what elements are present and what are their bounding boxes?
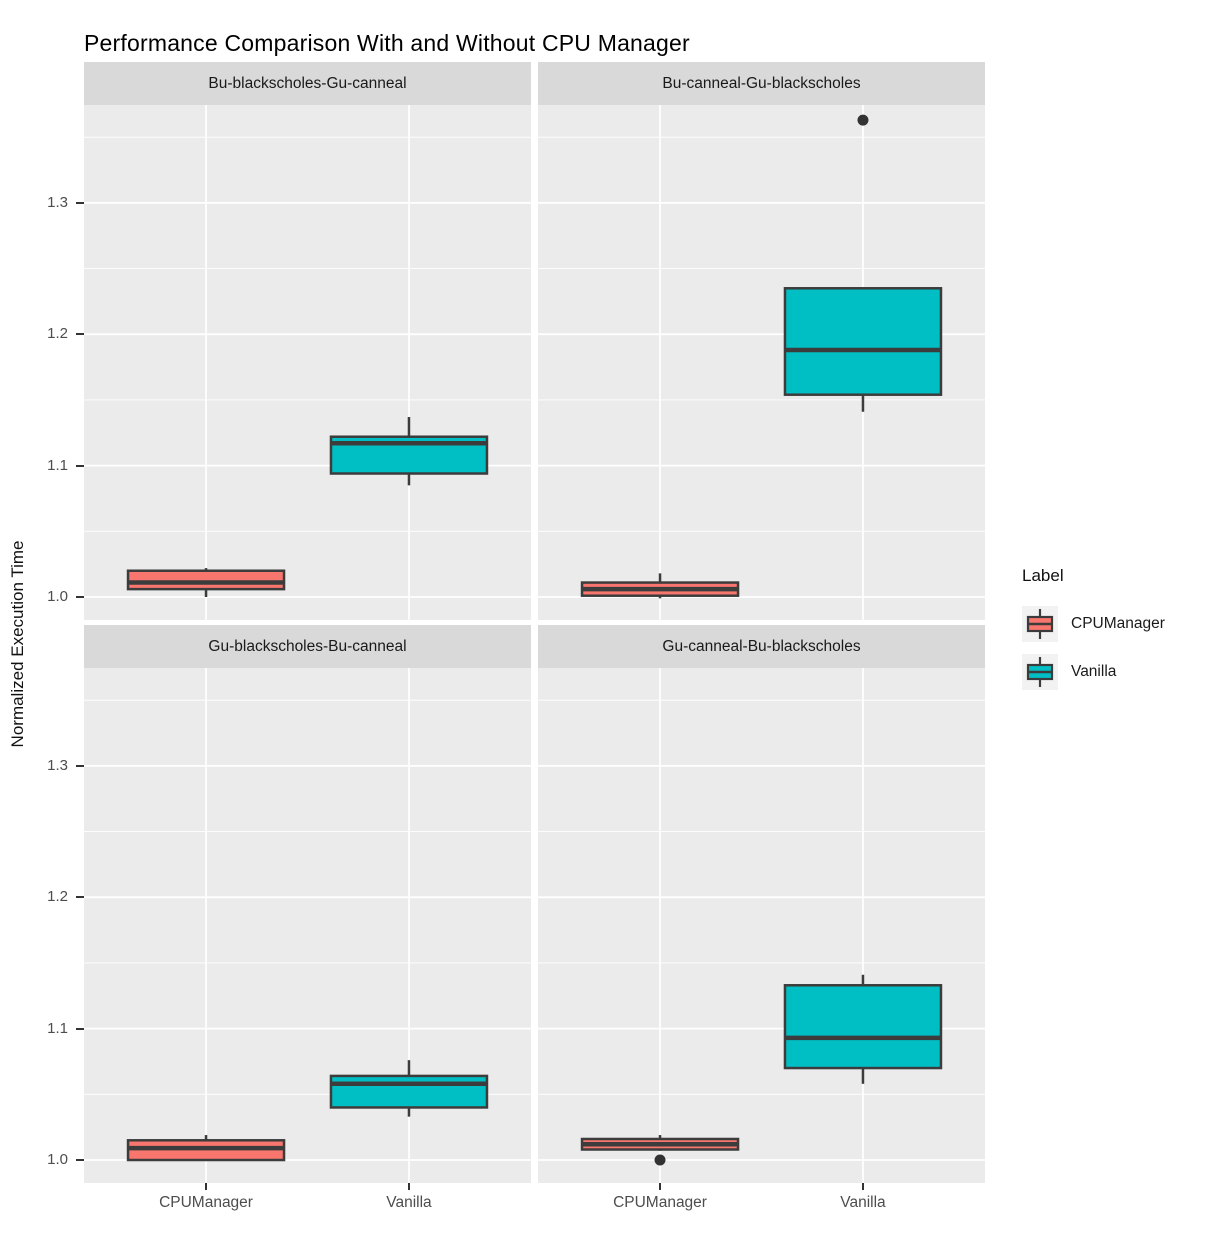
- y-tick-label: 1.1: [47, 456, 68, 474]
- outlier-point: [857, 114, 869, 126]
- box: [329, 1074, 489, 1109]
- boxplot-vanilla: [329, 417, 489, 486]
- y-tick-mark: [76, 464, 84, 467]
- x-tick-label: Vanilla: [386, 1194, 432, 1211]
- facet-panel: [538, 668, 985, 1183]
- y-axis-title-text: Normalized Execution Time: [8, 540, 27, 748]
- legend-entry-cpumanager: CPUManager: [1022, 600, 1165, 648]
- facet-strip-label: Bu-canneal-Gu-blackscholes: [662, 74, 861, 92]
- y-tick-mark: [76, 896, 84, 899]
- box: [783, 984, 943, 1070]
- boxplot-cpumanager: [580, 573, 740, 599]
- panel-background: [538, 668, 985, 1183]
- x-tick-mark: [659, 1183, 662, 1190]
- y-tick-label: 1.0: [47, 588, 68, 605]
- boxplot-vanilla: [783, 974, 943, 1084]
- legend-key-boxplot-icon: [1022, 606, 1058, 642]
- boxplot-cpumanager: [580, 1135, 740, 1166]
- chart-title: Performance Comparison With and Without …: [84, 30, 690, 56]
- y-tick-label: 1.1: [47, 1019, 68, 1037]
- facet-strip-label: Gu-blackscholes-Bu-canneal: [208, 637, 407, 655]
- y-tick-label: 1.3: [47, 193, 68, 211]
- facet-strip: Bu-blackscholes-Gu-canneal: [84, 62, 531, 105]
- facet-strip-label: Bu-blackscholes-Gu-canneal: [208, 74, 407, 92]
- y-tick-mark: [76, 596, 84, 598]
- x-tick-label: Vanilla: [840, 1194, 886, 1211]
- y-tick-label: 1.3: [47, 756, 68, 774]
- x-tick-mark: [205, 1183, 208, 1190]
- facet-strip: Gu-blackscholes-Bu-canneal: [84, 625, 531, 668]
- y-tick-mark: [76, 764, 84, 767]
- facet-strip: Gu-canneal-Bu-blackscholes: [538, 625, 985, 668]
- x-tick-label: CPUManager: [159, 1194, 253, 1211]
- legend-label: CPUManager: [1071, 615, 1165, 632]
- facet-panel: [538, 105, 985, 620]
- x-tick-label: CPUManager: [613, 1194, 707, 1211]
- facet-panel: [84, 668, 531, 1183]
- legend-title: Label: [1022, 566, 1064, 585]
- boxplot-cpumanager: [126, 1135, 286, 1162]
- y-tick-mark: [76, 333, 84, 336]
- y-tick-label: 1.2: [47, 325, 68, 343]
- legend-rows: CPUManager Vanilla: [1022, 600, 1165, 696]
- y-tick-mark: [76, 201, 84, 204]
- facet-strip-label: Gu-canneal-Bu-blackscholes: [662, 637, 861, 655]
- facet-strip: Bu-canneal-Gu-blackscholes: [538, 62, 985, 105]
- y-axis-title: Normalized Execution Time: [8, 541, 28, 748]
- y-tick-mark: [76, 1159, 84, 1161]
- legend-entry-vanilla: Vanilla: [1022, 648, 1165, 696]
- x-tick-mark: [861, 1183, 864, 1190]
- legend: Label CPUManager Vanilla: [1022, 566, 1165, 696]
- box: [126, 569, 286, 591]
- boxplot-vanilla: [329, 1060, 489, 1117]
- x-tick-mark: [407, 1183, 410, 1190]
- facet-panel: [84, 105, 531, 620]
- y-tick-mark: [76, 1027, 84, 1030]
- y-tick-label: 1.2: [47, 888, 68, 906]
- boxplot-cpumanager: [126, 568, 286, 598]
- y-tick-label: 1.0: [47, 1151, 68, 1168]
- box: [783, 287, 943, 396]
- legend-label: Vanilla: [1071, 663, 1117, 680]
- legend-key-boxplot-icon: [1022, 654, 1058, 690]
- panel-background: [84, 105, 531, 620]
- outlier-point: [654, 1154, 666, 1166]
- boxplot-vanilla: [783, 114, 943, 412]
